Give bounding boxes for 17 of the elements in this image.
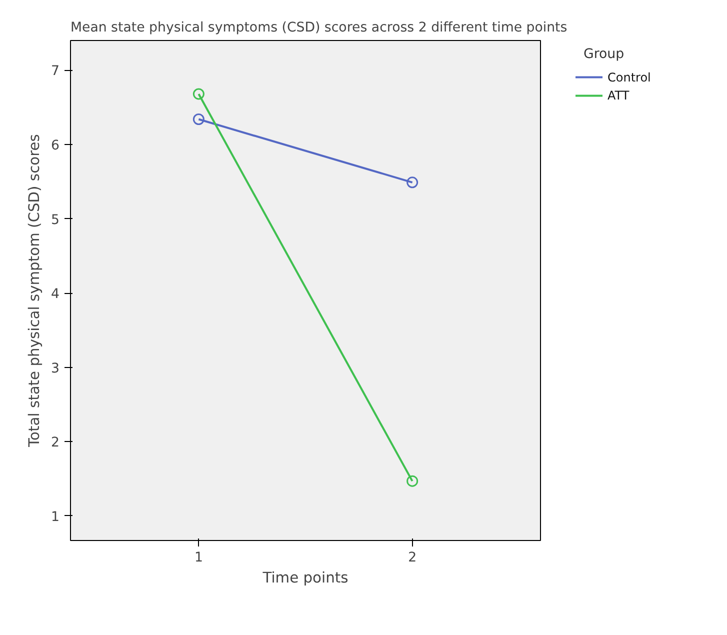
legend-label: Control bbox=[608, 70, 651, 84]
y-tick-label: 5 bbox=[51, 212, 60, 228]
point bbox=[406, 475, 418, 487]
chart-title: Mean state physical symptoms (CSD) scores across 2 different time points bbox=[70, 20, 568, 36]
legend-label: ATT bbox=[608, 88, 630, 103]
y-axis-title: Total state physical symptom (CSD) scores bbox=[26, 134, 44, 448]
legend-title: Group bbox=[584, 46, 624, 62]
x-axis-title: Time points bbox=[262, 570, 348, 586]
point bbox=[192, 88, 204, 100]
y-tick-label: 1 bbox=[51, 510, 60, 525]
point bbox=[192, 114, 204, 125]
y-tick-label: 4 bbox=[51, 287, 60, 302]
y-tick-label: 2 bbox=[51, 436, 60, 451]
y-tick-label: 6 bbox=[51, 138, 60, 154]
point bbox=[406, 176, 418, 188]
y-tick-label: 3 bbox=[51, 361, 60, 376]
y-tick-label: 7 bbox=[51, 64, 60, 80]
